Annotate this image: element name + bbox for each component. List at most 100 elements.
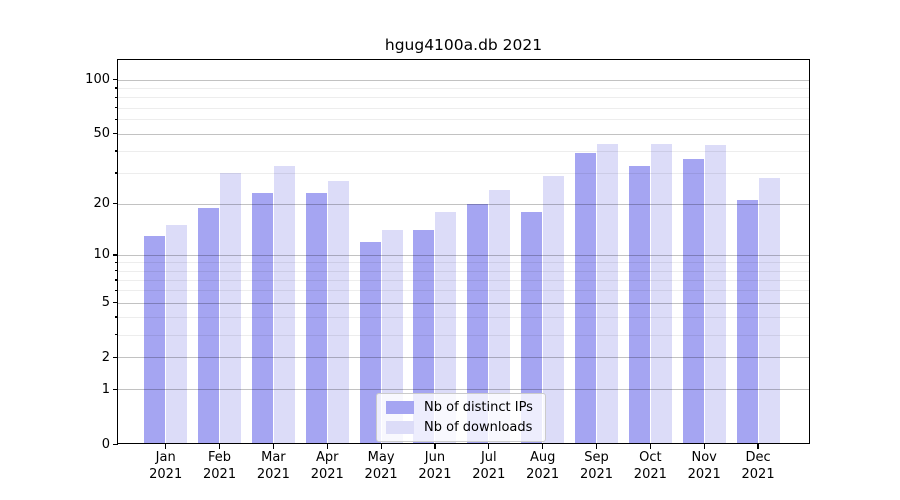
y-tick-mark [113,133,118,135]
y-tick-mark-minor [115,96,118,98]
gridline-major [118,357,809,359]
plot-area: 0 1 2 5 10 20 50 100 Jan 2021 Feb 2021 Mar 2021 Apr… [85,59,810,482]
bar-distinct-ips [521,211,543,444]
bar-distinct-ips [575,152,596,444]
bar-downloads [435,211,457,444]
gridline-minor [118,279,809,281]
y-tick-mark [113,302,118,304]
bar-downloads [273,165,295,444]
x-tick-mark [272,444,275,449]
legend-swatch-distinct-ips [386,401,414,414]
bar-distinct-ips [736,200,758,444]
y-tick-label: 0 [101,436,110,452]
y-tick-mark [113,388,118,391]
legend: Nb of distinct IPs Nb of downloads [376,393,546,442]
x-tick-mark [595,444,598,449]
gridline-minor [118,334,809,336]
legend-item-distinct-ips: Nb of distinct IPs [386,400,536,415]
y-tick-mark-minor [115,261,118,264]
gridline-minor [118,270,809,272]
y-tick-label: 10 [93,247,110,263]
x-tick-label: Jun 2021 [418,450,452,482]
legend-label-downloads: Nb of downloads [424,420,533,435]
gridline-minor [118,97,809,99]
bar-downloads [166,225,188,444]
x-tick-label: Jul 2021 [472,450,506,482]
y-tick-label: 2 [101,349,110,365]
gridline-minor [118,316,809,318]
x-tick-label: Aug 2021 [526,450,560,482]
y-tick-mark-minor [115,118,118,121]
gridline-major [118,302,809,304]
x-tick-mark [218,444,221,449]
legend-item-downloads: Nb of downloads [386,420,536,435]
x-tick-mark [757,444,759,449]
y-tick-mark-minor [115,87,118,89]
bar-distinct-ips [682,158,704,444]
bar-distinct-ips [413,230,435,444]
x-tick-label: May 2021 [364,450,398,482]
y-tick-mark [113,79,118,81]
y-tick-label: 1 [101,381,110,397]
bar-distinct-ips [628,165,650,444]
bar-downloads [220,172,242,444]
gridline-minor [118,119,809,121]
x-tick-label: Oct 2021 [633,450,667,482]
bar-downloads [543,175,565,444]
x-tick-label: Jan 2021 [149,450,183,482]
gridline-major [118,389,809,391]
bar-distinct-ips [144,235,166,444]
y-tick-mark-minor [115,150,118,152]
x-tick-mark [488,444,490,449]
y-tick-mark-minor [115,172,118,174]
x-tick-label: Sep 2021 [579,450,614,482]
y-tick-mark [113,356,118,359]
bar-downloads [381,230,403,444]
y-tick-mark-minor [115,270,118,272]
y-tick-mark-minor [115,289,118,292]
y-tick-mark-minor [115,334,118,336]
y-tick-label: 100 [85,72,110,88]
bar-downloads [597,143,618,444]
y-tick-label: 20 [93,196,110,212]
y-tick-label: 50 [93,126,110,142]
chart-title: hgug4100a.db 2021 [384,36,543,54]
gridline-minor [118,262,809,264]
gridline-major [118,203,809,205]
bar-downloads [327,180,349,444]
x-tick-mark [380,444,382,449]
x-tick-label: Feb 2021 [203,450,237,482]
gridline-major [118,133,809,135]
bar-downloads [704,145,726,444]
bar-downloads [489,189,511,444]
x-tick-label: Mar 2021 [256,450,290,482]
x-tick-mark [165,444,167,449]
x-tick-mark [542,444,544,449]
gridline-major [118,254,809,256]
gridline-major [118,79,809,81]
y-tick-mark-minor [115,316,118,318]
x-tick-label: Nov 2021 [687,450,721,482]
gridline-minor [118,150,809,152]
gridline-minor [118,107,809,109]
x-tick-label: Apr 2021 [310,450,344,482]
gridline-minor [118,87,809,89]
legend-label-distinct-ips: Nb of distinct IPs [424,400,533,415]
bar-downloads [758,178,780,444]
y-tick-label: 5 [101,295,110,311]
bar-distinct-ips [467,203,489,444]
y-tick-mark-minor [115,107,118,109]
y-tick-mark-minor [115,279,118,281]
x-tick-mark [649,444,652,449]
x-tick-mark [326,444,328,449]
x-tick-mark [434,444,436,449]
gridline-minor [118,172,809,174]
y-tick-mark [113,254,118,256]
gridline-minor [118,290,809,292]
bar-distinct-ips [198,207,220,444]
bar-downloads [650,143,672,444]
y-tick-mark [113,203,118,205]
x-tick-label: Dec 2021 [741,450,775,482]
bar-distinct-ips [359,241,381,444]
